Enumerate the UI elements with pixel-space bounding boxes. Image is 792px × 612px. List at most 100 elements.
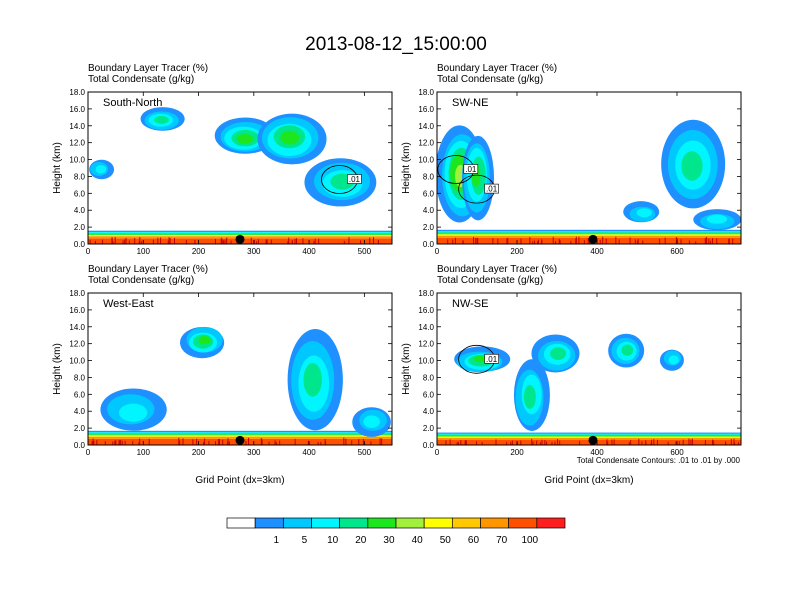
contour-label-box	[463, 164, 479, 174]
y-tick-label: 8.0	[423, 373, 435, 382]
boundary-layer-band	[437, 234, 741, 236]
y-tick-label: 12.0	[418, 340, 434, 349]
colorbar-legend: 1 5 10 20 30 40 50 60 70 100	[226, 517, 566, 546]
boundary-layer-band	[88, 232, 392, 234]
panel-name: South-North	[103, 97, 162, 109]
cloud-tracer-blob	[523, 384, 536, 409]
boundary-layer-band	[437, 235, 741, 238]
x-tick-label: 400	[590, 247, 604, 256]
colorbar-level-label: 70	[496, 535, 508, 546]
subtitle-tracer: Boundary Layer Tracer (%)	[88, 264, 208, 275]
colorbar-level-label: 40	[412, 535, 424, 546]
x-tick-label: 500	[358, 247, 372, 256]
x-tick-label: 0	[86, 448, 91, 457]
y-axis-label: Height (km)	[52, 343, 63, 395]
subtitle-tracer: Boundary Layer Tracer (%)	[437, 63, 557, 74]
contour-label: .01	[486, 355, 498, 364]
tracer-field: .01	[437, 333, 741, 445]
plot-frame	[436, 292, 742, 446]
panel-south-north: .01 0.0 2.0 4.0 6.0 8.0 10.0 12.0 14.0 16.0 18.0 0 1…	[52, 63, 393, 256]
y-tick-label: 0.0	[423, 441, 435, 450]
panel-name: SW-NE	[452, 97, 488, 109]
y-tick-label: 16.0	[69, 105, 85, 114]
boundary-layer-band	[88, 432, 392, 434]
x-tick-label: 100	[137, 247, 151, 256]
boundary-layer-band	[437, 432, 741, 434]
y-tick-label: 10.0	[69, 156, 85, 165]
cloud-tracer-blob	[681, 151, 703, 181]
cloud-tracer-blob	[118, 403, 148, 422]
boundary-layer-band	[437, 434, 741, 436]
contour-label-box	[484, 183, 499, 194]
panel-nw-se: .01 0.0 2.0 4.0 6.0 8.0 10.0 12.0 14.0 16.0 18.0 0 2…	[401, 264, 742, 486]
boundary-layer-band	[88, 233, 392, 235]
cloud-tracer-blob	[236, 133, 254, 144]
cloud-tracer-blob	[668, 355, 679, 365]
x-tick-label: 300	[247, 247, 261, 256]
y-axis-label: Height (km)	[401, 142, 412, 194]
x-tick-label: 600	[670, 247, 684, 256]
boundary-layer-band	[437, 229, 741, 232]
boundary-layer-band	[88, 430, 392, 433]
y-tick-label: 10.0	[418, 357, 434, 366]
x-tick-label: 100	[137, 448, 151, 457]
y-tick-label: 8.0	[74, 373, 86, 382]
y-tick-label: 14.0	[418, 323, 434, 332]
colorbar-swatch	[282, 517, 312, 529]
colorbar-level-label: 10	[327, 535, 339, 546]
contour-label-box	[347, 174, 362, 184]
y-tick-label: 6.0	[74, 189, 86, 198]
contour-label-box	[484, 353, 499, 364]
x-tick-label: 400	[302, 247, 316, 256]
cloud-tracer-blob	[621, 344, 634, 356]
cloud-tracer-blob	[198, 336, 211, 345]
cloud-tracer-blob	[280, 130, 300, 145]
y-tick-label: 18.0	[69, 289, 85, 298]
boundary-layer-band	[437, 433, 741, 435]
x-tick-label: 0	[86, 247, 91, 256]
boundary-layer-band	[88, 434, 392, 436]
y-tick-label: 0.0	[74, 240, 86, 249]
y-tick-label: 8.0	[423, 172, 435, 181]
panel-west-east: 0.0 2.0 4.0 6.0 8.0 10.0 12.0 14.0 16.0 18.0 0 100 2…	[52, 264, 393, 486]
cloud-tracer-blob	[706, 214, 728, 224]
subtitle-tracer: Boundary Layer Tracer (%)	[88, 63, 208, 74]
y-tick-label: 18.0	[418, 289, 434, 298]
location-marker	[588, 234, 598, 244]
colorbar-swatch	[339, 517, 369, 529]
y-tick-label: 14.0	[418, 122, 434, 131]
tracer-field: .01	[88, 107, 392, 244]
y-tick-label: 2.0	[423, 223, 435, 232]
colorbar-swatch	[480, 517, 510, 529]
subtitle-condensate: Total Condensate (g/kg)	[88, 74, 194, 85]
x-tick-label: 0	[435, 247, 440, 256]
colorbar-swatch	[311, 517, 341, 529]
figure-title: 2013-08-12_15:00:00	[305, 34, 487, 55]
subtitle-condensate: Total Condensate (g/kg)	[437, 275, 543, 286]
colorbar-level-label: 100	[521, 535, 538, 546]
y-tick-label: 16.0	[418, 105, 434, 114]
colorbar-swatch	[395, 517, 425, 529]
colorbar-swatch	[508, 517, 538, 529]
x-tick-label: 400	[302, 448, 316, 457]
y-tick-label: 6.0	[423, 390, 435, 399]
x-tick-label: 500	[358, 448, 372, 457]
colorbar-level-label: 20	[355, 535, 367, 546]
boundary-layer-band	[437, 436, 741, 438]
y-tick-label: 8.0	[74, 172, 86, 181]
y-tick-label: 2.0	[423, 424, 435, 433]
panel-name: NW-SE	[452, 298, 488, 310]
boundary-layer-band	[88, 230, 392, 232]
location-marker	[235, 234, 245, 244]
cloud-tracer-blob	[95, 165, 107, 174]
y-tick-label: 18.0	[418, 88, 434, 97]
tracer-field	[88, 326, 392, 445]
y-tick-label: 4.0	[423, 407, 435, 416]
boundary-layer-band	[437, 232, 741, 234]
y-tick-label: 10.0	[69, 357, 85, 366]
contour-label: .01	[486, 185, 498, 194]
colorbar-level-label: 30	[383, 535, 395, 546]
colorbar-swatch	[423, 517, 453, 529]
y-tick-label: 0.0	[74, 441, 86, 450]
cloud-tracer-blob	[303, 362, 322, 397]
